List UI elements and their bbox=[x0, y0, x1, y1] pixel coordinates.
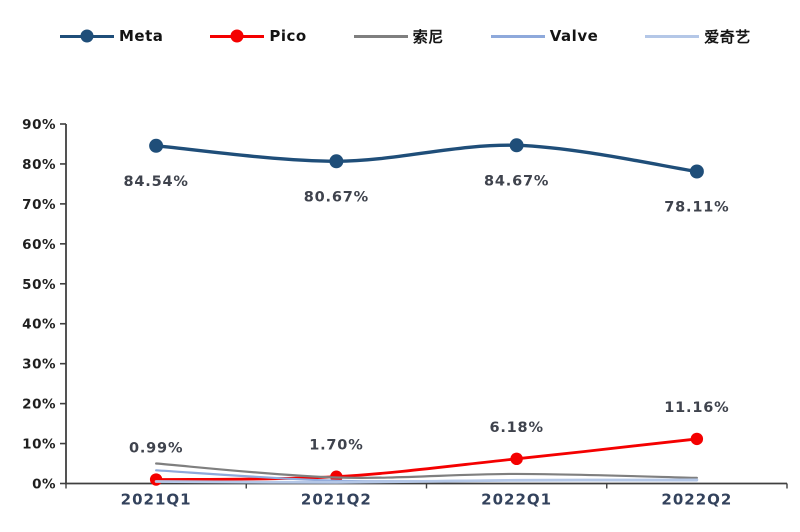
y-tick-label: 40% bbox=[22, 317, 56, 333]
data-label-Meta: 84.67% bbox=[484, 173, 549, 189]
series-line-Pico bbox=[154, 437, 699, 481]
data-point-marker-Meta bbox=[329, 154, 344, 169]
legend-item-meta: Meta bbox=[60, 27, 163, 45]
series-lines bbox=[149, 138, 704, 486]
data-label-Meta: 78.11% bbox=[664, 199, 729, 215]
y-tick-label: 90% bbox=[22, 117, 56, 133]
x-axis: 2021Q1 2021Q2 2022Q1 2022Q2 bbox=[65, 482, 788, 509]
y-tick-label: 10% bbox=[22, 437, 56, 453]
legend-label-valve: Valve bbox=[549, 27, 599, 45]
y-tick-label: 60% bbox=[22, 237, 56, 253]
y-tick-label: 20% bbox=[22, 397, 56, 413]
x-tick-label: 2022Q2 bbox=[661, 491, 732, 509]
data-labels: 84.54% 80.67% 84.67% 78.11% 0.99% 1.70% 6.18% 1… bbox=[124, 173, 729, 457]
data-label-Meta: 84.54% bbox=[124, 174, 189, 190]
data-point-marker-Meta bbox=[689, 164, 704, 179]
y-tick-label: 80% bbox=[22, 157, 56, 173]
legend-item-iqiyi: 爱奇艺 bbox=[645, 26, 751, 47]
data-point-marker-Pico bbox=[690, 432, 704, 446]
series-line-爱奇艺 bbox=[154, 478, 699, 484]
data-point-marker-Meta bbox=[149, 138, 164, 153]
chart-legend: Meta Pico 索尼 Valve 爱奇艺 bbox=[60, 26, 751, 46]
data-label-Pico: 1.70% bbox=[309, 438, 363, 454]
series-line-索尼 bbox=[155, 462, 698, 480]
data-label-Meta: 80.67% bbox=[304, 189, 369, 205]
legend-item-valve: Valve bbox=[490, 27, 599, 45]
y-axis: 0% 10% 20% 30% 40% 50% 60% 70% 80% 90% bbox=[22, 117, 67, 493]
legend-label-iqiyi: 爱奇艺 bbox=[704, 27, 751, 46]
legend-line-sample-meta bbox=[60, 29, 114, 43]
data-label-Pico: 0.99% bbox=[129, 441, 183, 457]
legend-label-sony: 索尼 bbox=[412, 27, 444, 46]
data-point-marker-Meta bbox=[509, 138, 524, 153]
legend-item-pico: Pico bbox=[210, 27, 306, 45]
legend-line-sample-valve bbox=[490, 29, 545, 43]
y-tick-label: 50% bbox=[22, 277, 56, 293]
data-point-marker-Pico bbox=[149, 473, 163, 486]
legend-line-sample-pico bbox=[210, 29, 265, 43]
y-tick-label: 70% bbox=[22, 197, 56, 213]
legend-line-sample-iqiyi bbox=[645, 29, 700, 43]
x-tick-label: 2021Q2 bbox=[301, 491, 372, 509]
data-point-marker-Pico bbox=[510, 452, 523, 466]
legend-item-sony: 索尼 bbox=[353, 26, 444, 47]
series-line-Meta bbox=[154, 143, 699, 174]
data-label-Pico: 11.16% bbox=[664, 400, 729, 416]
legend-line-sample-sony bbox=[353, 29, 408, 43]
data-label-Pico: 6.18% bbox=[489, 420, 543, 436]
legend-label-meta: Meta bbox=[119, 27, 164, 45]
x-tick-label: 2022Q1 bbox=[481, 491, 552, 509]
y-tick-label: 30% bbox=[22, 357, 56, 373]
x-tick-label: 2021Q1 bbox=[121, 491, 192, 509]
legend-label-pico: Pico bbox=[269, 27, 307, 45]
y-tick-label: 0% bbox=[32, 477, 56, 493]
